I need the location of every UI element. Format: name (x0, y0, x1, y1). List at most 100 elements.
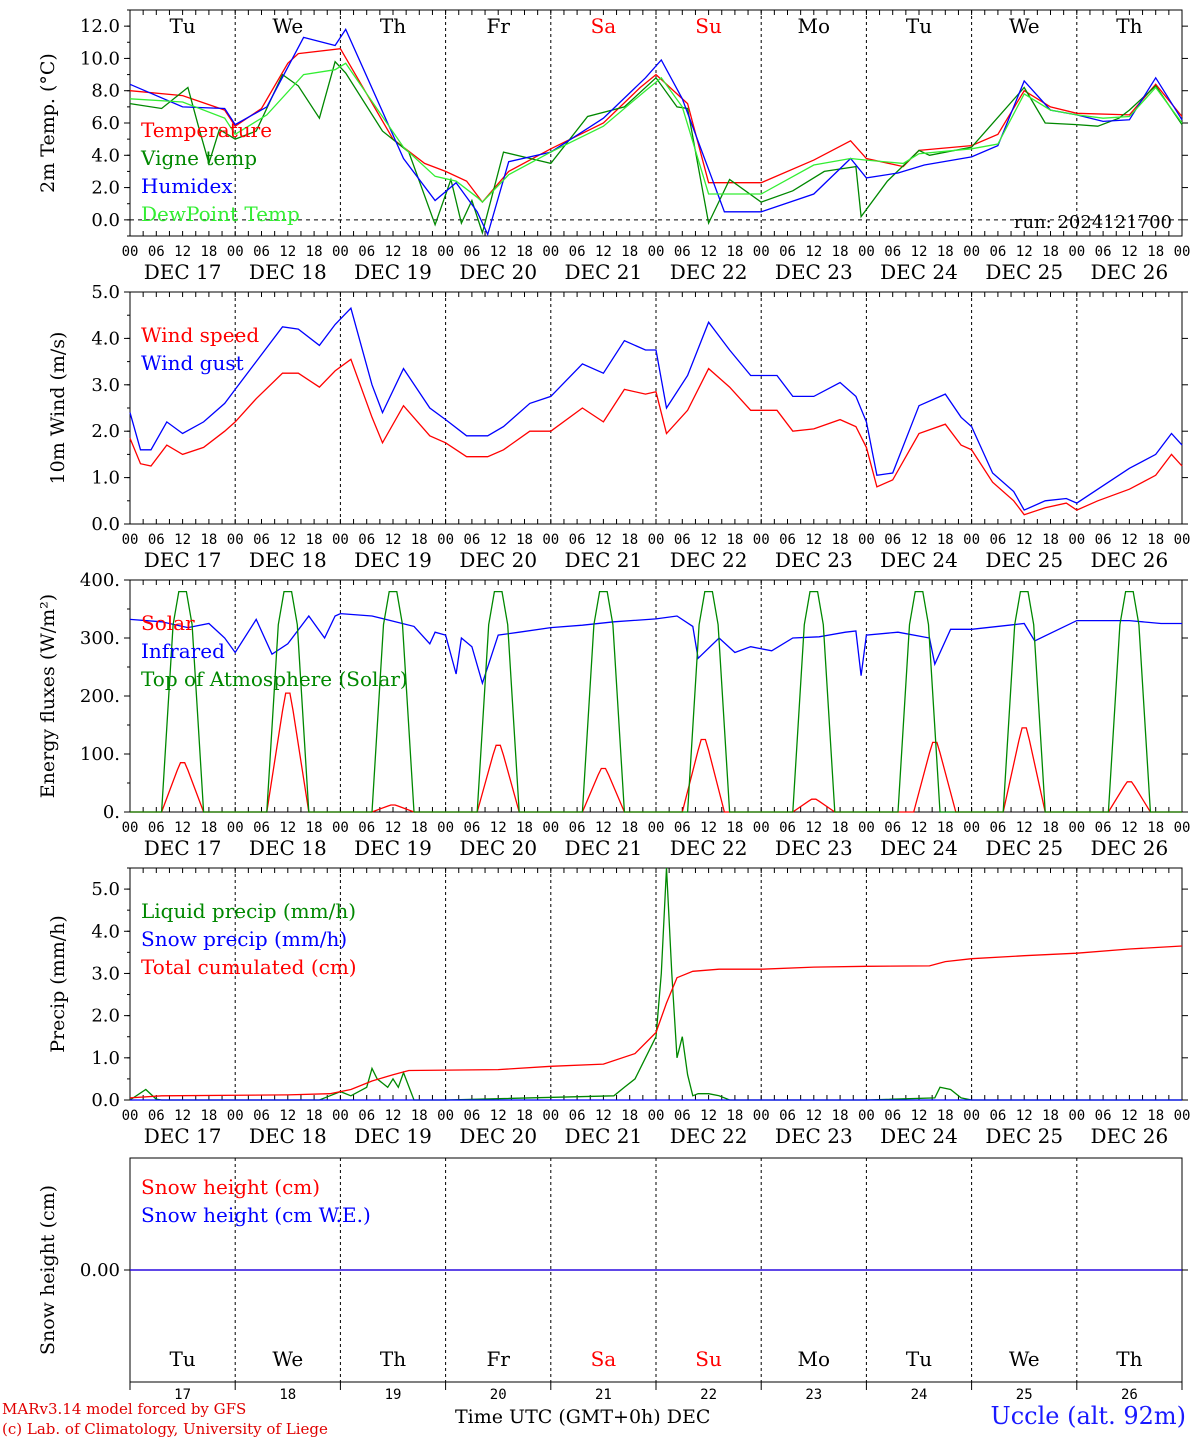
date-label: DEC 17 (144, 1124, 222, 1148)
hour-tick-label: 06 (253, 244, 270, 260)
hour-tick-label: 00 (648, 1108, 665, 1124)
hour-tick-label: 18 (832, 532, 849, 548)
hour-tick-label: 00 (753, 532, 770, 548)
hour-tick-label: 12 (1016, 1108, 1033, 1124)
date-label: DEC 21 (565, 260, 643, 284)
hour-tick-label: 12 (174, 1108, 191, 1124)
hour-tick-label: 06 (463, 532, 480, 548)
y-tick-label: 0.00 (80, 1260, 120, 1281)
hour-tick-label: 18 (306, 244, 323, 260)
y-tick-label: 3.0 (91, 963, 120, 984)
weekday-label: Fr (486, 1347, 510, 1371)
hour-tick-label: 00 (1174, 244, 1191, 260)
hour-tick-label: 00 (963, 1108, 980, 1124)
hour-tick-label: 18 (621, 244, 638, 260)
hour-tick-label: 18 (937, 532, 954, 548)
hour-tick-label: 06 (884, 532, 901, 548)
hour-tick-label: 18 (516, 244, 533, 260)
y-tick-label: 5.0 (91, 282, 120, 303)
date-label: DEC 24 (880, 1124, 958, 1148)
y-tick-label: 400. (80, 570, 120, 591)
y-tick-label: 100. (80, 744, 120, 765)
hour-tick-label: 00 (1174, 532, 1191, 548)
legend-entry: Top of Atmosphere (Solar) (141, 667, 408, 691)
date-label: DEC 25 (985, 260, 1063, 284)
hour-tick-label: 18 (200, 244, 217, 260)
legend-entry: Snow precip (mm/h) (141, 927, 347, 951)
hour-tick-label: 06 (569, 532, 586, 548)
date-label: DEC 26 (1091, 260, 1169, 284)
hour-tick-label: 00 (1174, 820, 1191, 836)
y-tick-label: 0.0 (91, 1090, 120, 1111)
weekday-label: Sa (591, 14, 617, 38)
hour-tick-label: 12 (595, 532, 612, 548)
y-tick-label: 2.0 (91, 1006, 120, 1027)
date-label: DEC 23 (775, 260, 853, 284)
date-label: DEC 24 (880, 260, 958, 284)
date-label: DEC 20 (459, 260, 537, 284)
hour-tick-label: 06 (253, 532, 270, 548)
hour-tick-label: 12 (595, 820, 612, 836)
date-label: DEC 18 (249, 836, 327, 860)
hour-tick-label: 00 (648, 244, 665, 260)
legend-entry: Liquid precip (mm/h) (141, 899, 356, 923)
hour-tick-label: 00 (122, 1108, 139, 1124)
y-tick-label: 200. (80, 686, 120, 707)
date-label: DEC 19 (354, 260, 432, 284)
y-tick-label: 3.0 (91, 375, 120, 396)
date-label: DEC 19 (354, 1124, 432, 1148)
legend-entry: Infrared (141, 639, 225, 663)
hour-tick-label: 18 (832, 244, 849, 260)
hour-tick-label: 00 (227, 1108, 244, 1124)
hour-tick-label: 00 (753, 1108, 770, 1124)
hour-tick-label: 18 (726, 244, 743, 260)
legend-entry: Temperature (141, 118, 272, 142)
date-label: DEC 22 (670, 1124, 748, 1148)
date-label: DEC 21 (565, 548, 643, 572)
hour-tick-label: 18 (1147, 532, 1164, 548)
weekday-label: We (1009, 14, 1040, 38)
day-number-label: 26 (1121, 1387, 1138, 1403)
series-line-total-cumulated-cm- (129, 945, 1183, 1099)
hour-tick-label: 00 (332, 1108, 349, 1124)
day-number-label: 21 (595, 1387, 612, 1403)
date-label: DEC 22 (670, 260, 748, 284)
hour-tick-label: 12 (490, 244, 507, 260)
weekday-label: Su (695, 14, 722, 38)
panel-4 (124, 867, 1188, 1101)
y-tick-label: 0.0 (91, 210, 120, 231)
hour-tick-label: 12 (490, 532, 507, 548)
station-label: Uccle (alt. 92m) (990, 1402, 1186, 1430)
hour-tick-label: 18 (1042, 532, 1059, 548)
weekday-label: Th (1116, 14, 1142, 38)
hour-tick-label: 00 (542, 820, 559, 836)
weekday-label: Tu (169, 1347, 195, 1371)
hour-tick-label: 00 (437, 532, 454, 548)
hour-tick-label: 18 (1147, 244, 1164, 260)
y-tick-label: 5.0 (91, 879, 120, 900)
date-label: DEC 26 (1091, 836, 1169, 860)
hour-tick-label: 06 (989, 1108, 1006, 1124)
day-number-label: 18 (279, 1387, 296, 1403)
hour-tick-label: 12 (385, 820, 402, 836)
y-axis-label: Snow height (cm) (37, 1185, 59, 1355)
hour-tick-label: 00 (858, 532, 875, 548)
hour-tick-label: 12 (385, 244, 402, 260)
hour-tick-label: 18 (726, 532, 743, 548)
hour-tick-label: 18 (726, 820, 743, 836)
legend-entry: Total cumulated (cm) (141, 955, 357, 979)
hour-tick-label: 18 (516, 820, 533, 836)
date-label: DEC 23 (775, 836, 853, 860)
hour-tick-label: 18 (411, 244, 428, 260)
day-number-label: 22 (700, 1387, 717, 1403)
legend-entry: Snow height (cm W.E.) (141, 1203, 371, 1227)
weekday-label: We (272, 14, 303, 38)
weekday-label: Th (1116, 1347, 1142, 1371)
hour-tick-label: 12 (805, 820, 822, 836)
hour-tick-label: 06 (674, 244, 691, 260)
legend-entry: Solar (141, 611, 195, 635)
y-axis-label: Energy fluxes (W/m²) (37, 594, 59, 798)
hour-tick-label: 12 (279, 1108, 296, 1124)
hour-tick-label: 00 (227, 244, 244, 260)
hour-tick-label: 12 (805, 532, 822, 548)
